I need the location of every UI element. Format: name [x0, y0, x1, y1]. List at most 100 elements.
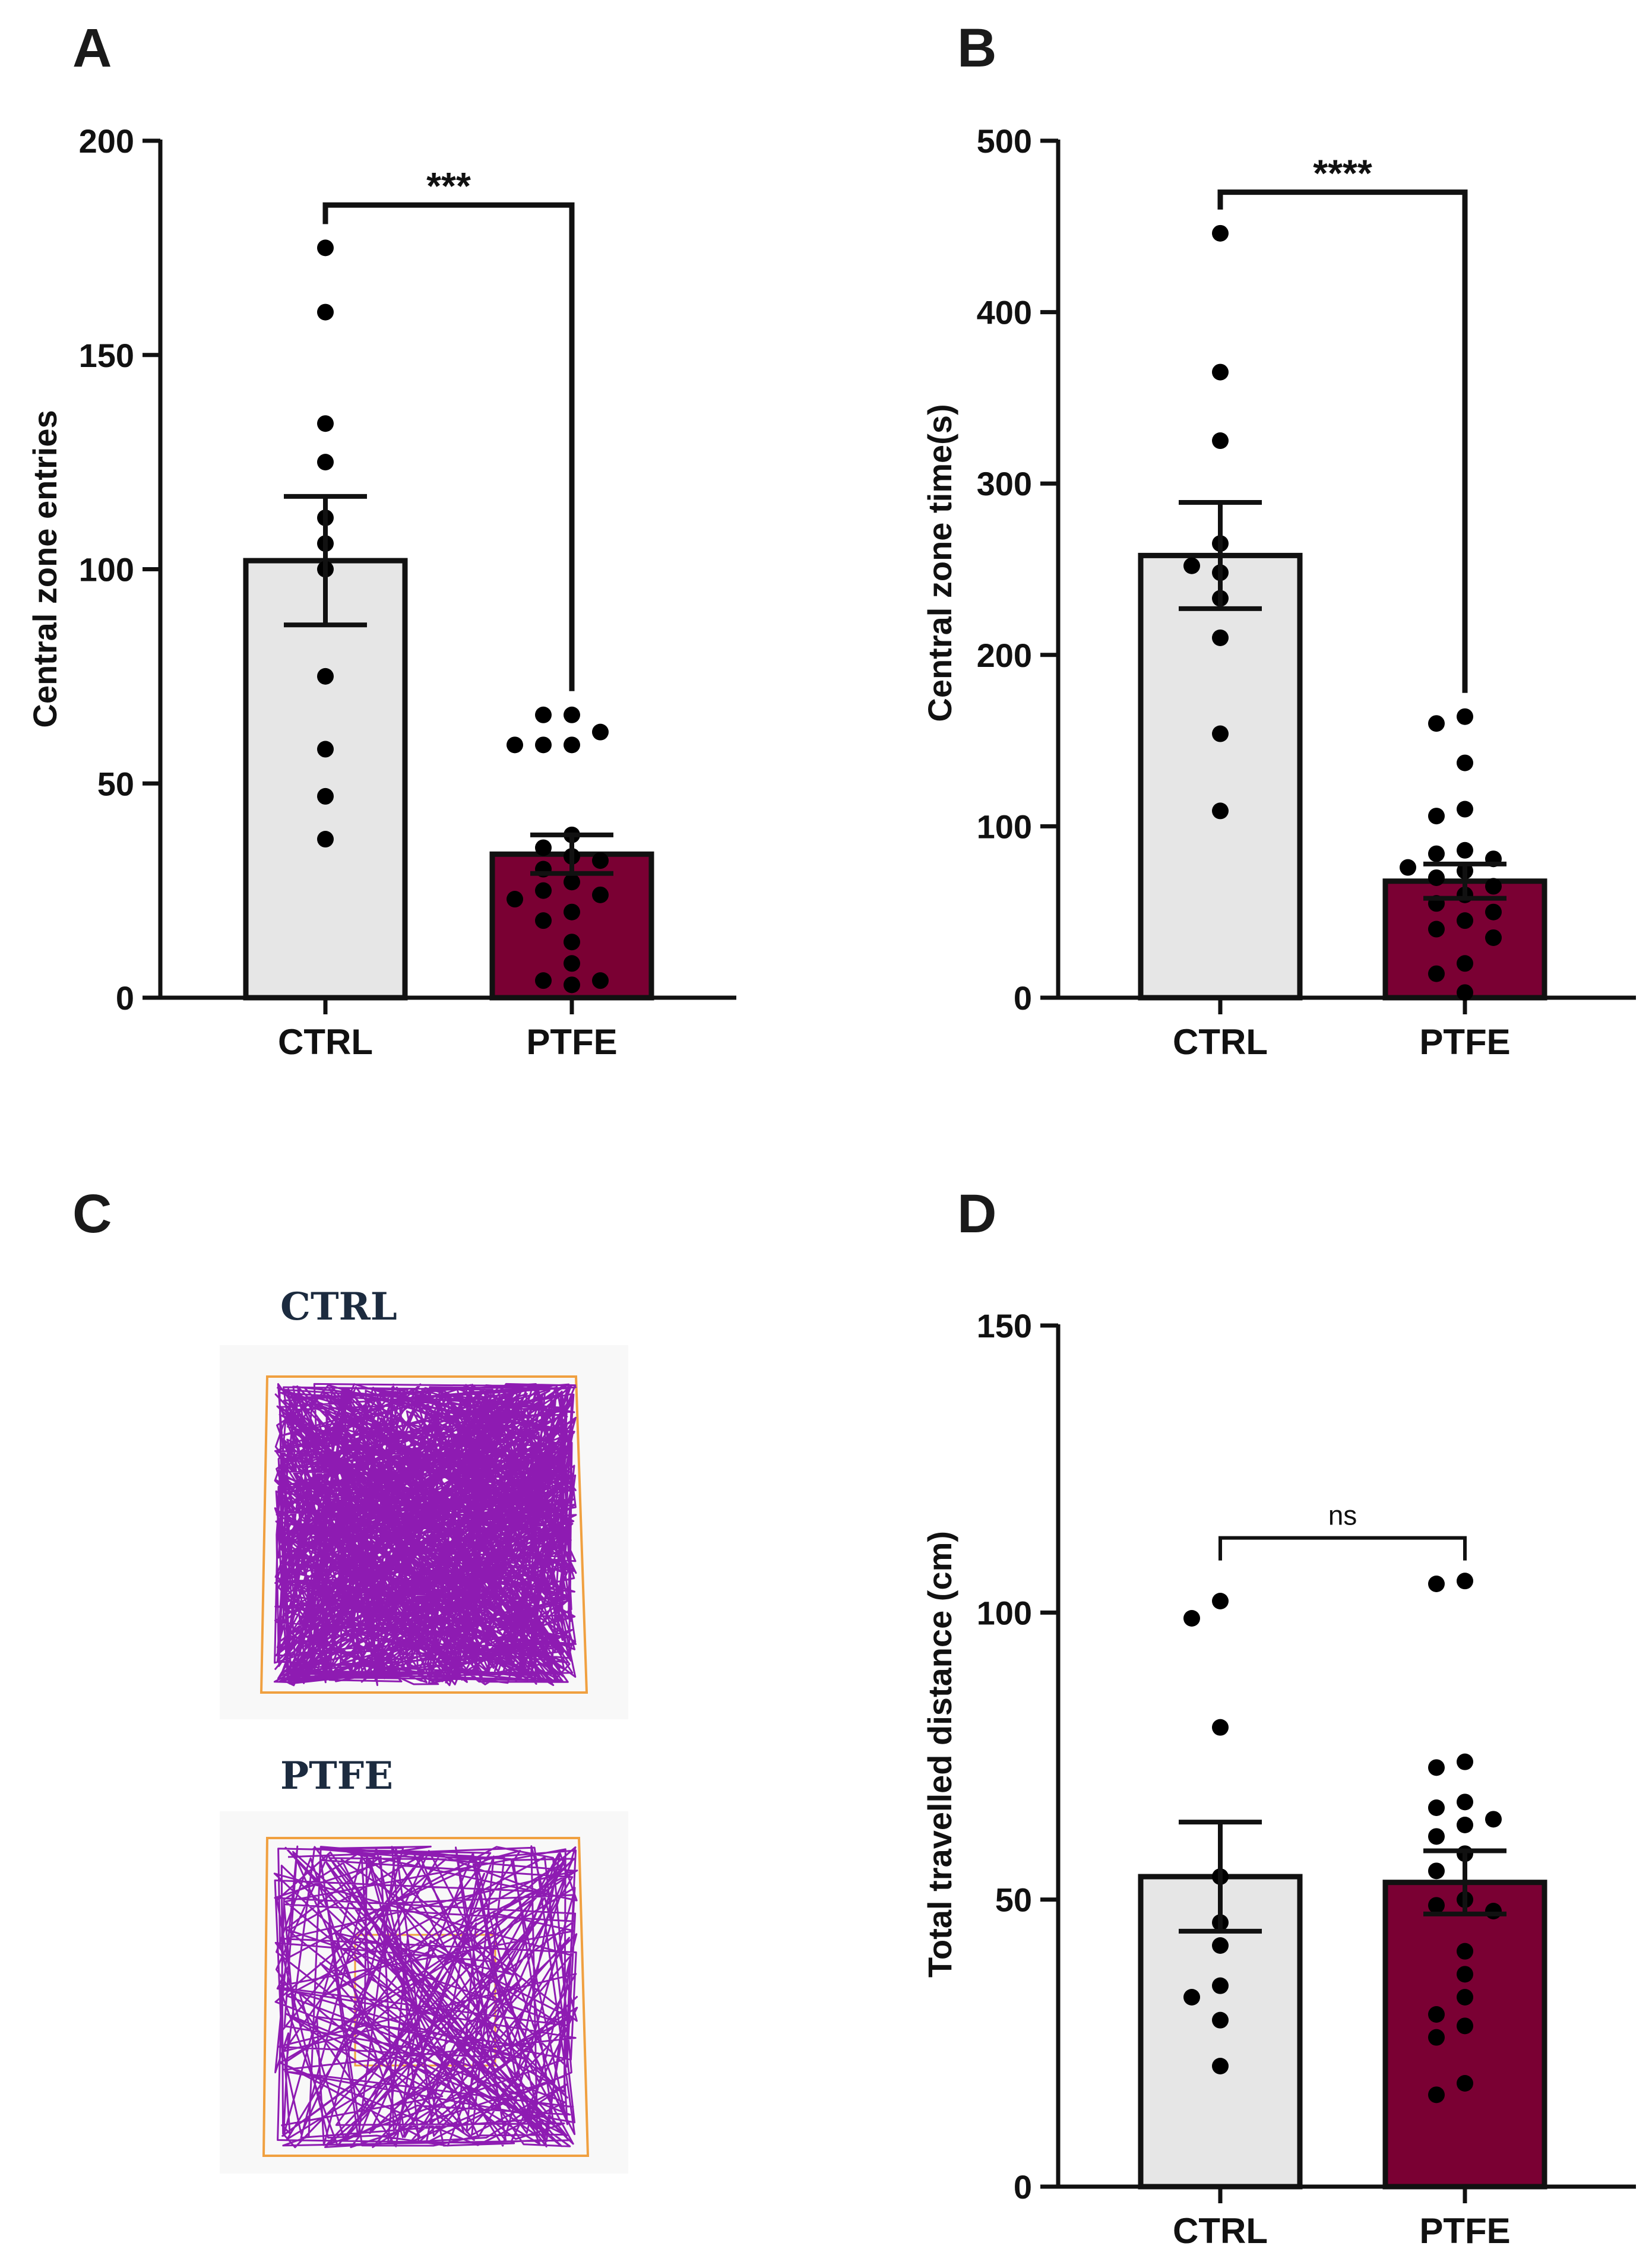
data-point-ptfe: [535, 882, 552, 899]
significance-bracket: [1217, 189, 1468, 693]
panel-letter-c: C: [72, 1184, 112, 1244]
data-point-ptfe: [1457, 912, 1473, 929]
panel-letter-b: B: [957, 18, 996, 78]
y-tick-label: 500: [977, 122, 1032, 160]
track-path-ptfe: [273, 1845, 578, 2149]
track-path-ctrl: [273, 1383, 577, 1687]
chart-total-travelled-distance: Total travelled distance (cm) 0 50 100 150 CT…: [921, 1307, 1636, 2251]
data-point-ptfe: [1457, 1793, 1473, 1811]
significance-label: ***: [426, 165, 471, 207]
data-point-ctrl: [1212, 224, 1229, 242]
data-point-ctrl: [317, 668, 334, 685]
significance-label: ns: [1328, 1500, 1357, 1531]
data-point-ptfe: [564, 934, 580, 951]
data-point-ptfe: [1428, 1759, 1445, 1776]
data-point-ptfe: [1428, 2086, 1445, 2103]
y-tick-label: 200: [977, 637, 1032, 674]
data-point-ctrl: [1212, 1937, 1229, 1954]
data-point-ptfe: [1428, 845, 1445, 862]
chart-central-zone-time: Central zone time(s) 0 100 200 300 400 500 CTRL…: [921, 122, 1636, 1062]
data-point-ptfe: [592, 972, 609, 989]
data-point-ptfe: [1457, 1573, 1473, 1590]
data-point-ptfe: [1457, 1943, 1473, 1960]
x-tick-label-ptfe: PTFE: [1419, 1022, 1510, 1062]
x-tick-label-ctrl: CTRL: [278, 1022, 373, 1062]
track-title-ctrl: CTRL: [280, 1285, 397, 1329]
bar-ptfe: [1382, 1880, 1547, 2190]
data-point-ptfe: [1457, 2075, 1473, 2092]
data-point-ptfe: [1428, 1799, 1445, 1816]
data-point-ptfe: [535, 912, 552, 929]
data-point-ctrl: [1212, 725, 1229, 742]
data-point-ptfe: [1428, 965, 1445, 982]
data-point-ctrl: [1212, 629, 1229, 646]
y-tick-label: 300: [977, 465, 1032, 502]
significance-bracket: [1218, 1536, 1467, 1561]
data-point-ptfe: [1485, 929, 1502, 946]
data-point-ptfe: [1428, 921, 1445, 938]
data-point-ptfe: [1428, 1576, 1445, 1592]
data-point-ctrl: [1212, 1977, 1229, 1994]
data-point-ptfe: [535, 736, 552, 754]
y-tick-label: 50: [995, 1881, 1032, 1919]
x-tick-label-ptfe: PTFE: [1419, 2211, 1510, 2251]
data-point-ptfe: [1485, 903, 1502, 921]
data-point-ptfe: [592, 852, 609, 869]
x-tick-label-ptfe: PTFE: [526, 1022, 617, 1062]
bar-ctrl: [1138, 552, 1303, 1001]
data-point-ptfe: [1457, 955, 1473, 972]
data-point-ctrl: [1212, 2058, 1229, 2074]
data-point-ptfe: [1457, 754, 1473, 771]
data-point-ctrl: [317, 831, 334, 848]
data-point-ptfe: [507, 891, 523, 908]
data-point-ctrl: [1212, 1719, 1229, 1736]
significance-bracket: [322, 202, 575, 691]
y-tick-label: 0: [1014, 979, 1032, 1017]
data-point-ptfe: [1457, 1817, 1473, 1833]
data-point-ptfe: [564, 903, 580, 921]
y-tick-label: 100: [977, 1594, 1032, 1631]
data-point-ptfe: [1428, 1862, 1445, 1880]
data-point-ptfe: [535, 706, 552, 723]
y-tick-label: 50: [97, 765, 134, 802]
data-point-ptfe: [535, 972, 552, 989]
y-tick-label: 0: [1014, 2168, 1032, 2206]
data-point-ptfe: [1457, 801, 1473, 818]
data-point-ctrl: [1212, 363, 1229, 381]
panel-letter-a: A: [72, 18, 112, 78]
y-tick-label: 100: [977, 808, 1032, 845]
trajectory-line: [273, 1383, 577, 1687]
data-point-ctrl: [1183, 557, 1200, 574]
x-tick-label-ctrl: CTRL: [1173, 1022, 1268, 1062]
data-point-ctrl: [317, 787, 334, 805]
data-point-ptfe: [1485, 1903, 1502, 1919]
panel-letter-d: D: [957, 1184, 996, 1244]
data-point-ctrl: [1183, 1610, 1200, 1627]
data-point-ptfe: [1457, 984, 1473, 1001]
x-tick-label-ctrl: CTRL: [1173, 2211, 1268, 2251]
y-axis-label: Central zone entries: [26, 410, 64, 727]
trajectory-line: [273, 1845, 578, 2149]
y-axis-label: Total travelled distance (cm): [921, 1531, 958, 1978]
data-point-ptfe: [507, 736, 523, 754]
data-point-ptfe: [592, 886, 609, 903]
data-point-ptfe: [1485, 1811, 1502, 1828]
arena-outline-ctrl: [259, 1375, 588, 1694]
data-point-ctrl: [1212, 1593, 1229, 1609]
y-tick-label: 0: [116, 979, 134, 1017]
data-point-ctrl: [1212, 802, 1229, 820]
data-point-ctrl: [1212, 2011, 1229, 2029]
y-tick-label: 400: [977, 294, 1032, 331]
data-point-ctrl: [1212, 432, 1229, 450]
data-point-ptfe: [564, 736, 580, 754]
data-point-ptfe: [1428, 2006, 1445, 2023]
data-point-ptfe: [592, 723, 609, 741]
data-point-ctrl: [1183, 1989, 1200, 2006]
data-point-ptfe: [1457, 708, 1473, 725]
data-point-ptfe: [564, 874, 580, 891]
data-point-ptfe: [1457, 2017, 1473, 2035]
data-point-ptfe: [1428, 869, 1445, 886]
data-point-ptfe: [1457, 842, 1473, 859]
data-point-ptfe: [564, 955, 580, 972]
